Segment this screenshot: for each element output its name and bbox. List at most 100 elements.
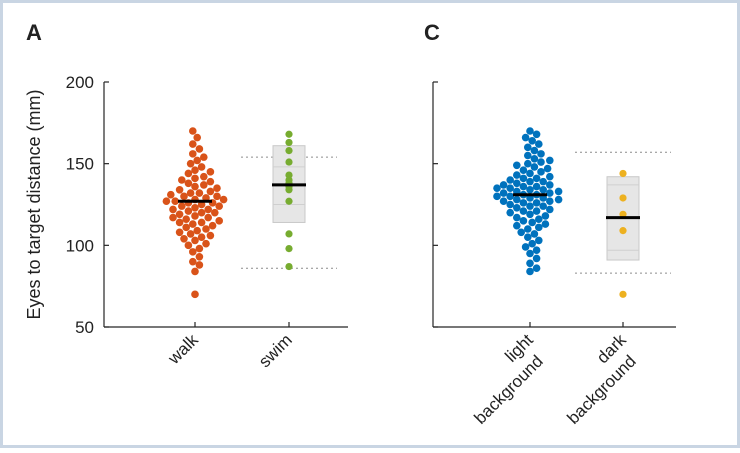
data-point bbox=[195, 261, 204, 269]
data-point bbox=[524, 151, 532, 160]
data-point bbox=[532, 130, 541, 139]
data-point bbox=[526, 202, 534, 210]
data-point bbox=[526, 210, 534, 219]
data-point bbox=[206, 231, 215, 240]
data-point bbox=[195, 244, 204, 253]
series-dark-background bbox=[575, 151, 671, 298]
data-point bbox=[215, 202, 223, 210]
data-point bbox=[519, 182, 528, 191]
data-point bbox=[539, 177, 547, 186]
data-point bbox=[541, 220, 550, 228]
data-point bbox=[513, 221, 521, 230]
data-point bbox=[528, 218, 536, 227]
data-point bbox=[191, 174, 199, 183]
data-point bbox=[186, 230, 195, 238]
data-point bbox=[519, 207, 528, 215]
data-point bbox=[532, 254, 541, 263]
data-point bbox=[211, 208, 219, 217]
data-point bbox=[195, 252, 204, 261]
data-point bbox=[285, 171, 293, 179]
data-point bbox=[193, 156, 201, 165]
data-point bbox=[193, 226, 201, 235]
data-point bbox=[285, 197, 293, 205]
data-point bbox=[197, 233, 206, 241]
data-point bbox=[519, 199, 528, 207]
data-point bbox=[189, 248, 197, 256]
data-point bbox=[189, 140, 197, 148]
data-point bbox=[191, 267, 199, 276]
data-point bbox=[200, 181, 208, 189]
data-point bbox=[513, 195, 521, 204]
data-point bbox=[530, 163, 539, 171]
data-point bbox=[182, 215, 190, 223]
series-swim bbox=[241, 130, 337, 271]
data-point bbox=[189, 127, 197, 135]
data-point bbox=[285, 262, 293, 271]
data-point bbox=[171, 197, 179, 206]
data-point bbox=[532, 174, 541, 183]
y-tick-label: 200 bbox=[66, 73, 94, 92]
data-point bbox=[184, 179, 193, 188]
data-point bbox=[184, 207, 193, 215]
data-point bbox=[169, 213, 177, 222]
series-light-background bbox=[493, 127, 563, 276]
x-tick-label-line: swim bbox=[255, 330, 296, 371]
data-point bbox=[206, 177, 215, 186]
data-point bbox=[202, 225, 210, 233]
x-tick-label: lightbackground bbox=[455, 330, 553, 428]
data-point bbox=[535, 140, 543, 148]
data-point bbox=[191, 236, 199, 245]
data-point bbox=[180, 192, 188, 201]
data-point bbox=[191, 166, 199, 174]
data-point bbox=[526, 249, 534, 258]
data-point bbox=[519, 217, 528, 225]
data-point bbox=[519, 174, 528, 183]
data-point bbox=[524, 143, 532, 152]
data-point bbox=[208, 221, 217, 230]
data-point bbox=[202, 239, 210, 248]
data-point bbox=[191, 212, 199, 220]
data-point bbox=[532, 246, 541, 255]
data-point bbox=[521, 133, 530, 142]
data-point bbox=[200, 172, 208, 181]
data-point bbox=[184, 169, 193, 178]
data-point bbox=[175, 210, 184, 219]
data-point bbox=[530, 230, 539, 238]
data-point bbox=[506, 192, 514, 201]
data-point bbox=[532, 199, 541, 207]
data-point bbox=[200, 153, 208, 161]
data-point bbox=[195, 145, 204, 153]
data-point bbox=[546, 181, 554, 189]
data-point bbox=[499, 181, 508, 189]
data-point bbox=[537, 168, 545, 176]
data-point bbox=[526, 259, 534, 268]
data-point bbox=[521, 243, 530, 251]
data-point bbox=[189, 220, 197, 228]
data-point bbox=[180, 235, 188, 243]
data-point bbox=[539, 202, 547, 210]
data-point bbox=[191, 203, 199, 212]
data-point bbox=[215, 217, 223, 225]
data-point bbox=[506, 208, 514, 217]
y-tick-label: 50 bbox=[75, 318, 94, 337]
data-point bbox=[206, 168, 215, 176]
series-walk bbox=[162, 127, 228, 299]
y-axis-label: Eyes to target distance (mm) bbox=[24, 89, 44, 319]
data-point bbox=[191, 290, 199, 299]
data-point bbox=[554, 187, 563, 196]
data-point bbox=[526, 267, 534, 276]
data-point bbox=[513, 161, 521, 170]
data-point bbox=[619, 194, 627, 202]
data-point bbox=[285, 130, 293, 138]
data-point bbox=[530, 154, 539, 163]
data-point bbox=[178, 202, 186, 210]
data-point bbox=[506, 184, 514, 192]
data-point bbox=[619, 290, 627, 298]
data-point bbox=[204, 205, 212, 214]
data-point bbox=[285, 245, 293, 253]
data-point bbox=[213, 192, 221, 201]
data-point bbox=[506, 200, 514, 209]
data-point bbox=[175, 186, 184, 194]
